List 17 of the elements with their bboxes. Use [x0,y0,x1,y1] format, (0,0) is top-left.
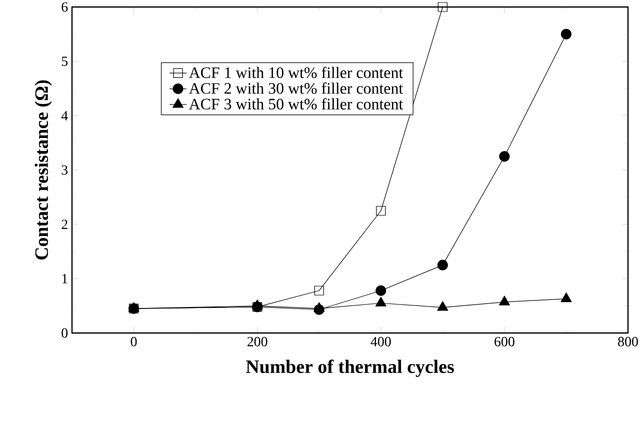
y-tick-label: 1 [62,274,68,284]
y-axis-title: Contact resistance (Ω) [34,80,52,260]
x-tick-label: 0 [130,336,137,346]
x-tick-label: 800 [618,336,638,346]
legend-label: ACF 3 with 50 wt% filler content [188,98,404,110]
y-tick-label: 0 [62,328,68,338]
legend-label: ACF 1 with 10 wt% filler content [188,66,404,78]
y-tick-label: 2 [62,220,68,229]
legend-label: ACF 2 with 30 wt% filler content [188,82,404,94]
x-tick-label: 600 [494,336,514,346]
y-tick-label: 6 [62,2,68,12]
x-tick-label: 200 [247,336,268,346]
y-tick-label: 3 [62,165,68,175]
y-tick-label: 5 [62,56,68,66]
x-axis-title: Number of thermal cycles [246,360,454,377]
y-tick-label: 4 [61,111,68,120]
x-tick-label: 400 [370,336,391,346]
